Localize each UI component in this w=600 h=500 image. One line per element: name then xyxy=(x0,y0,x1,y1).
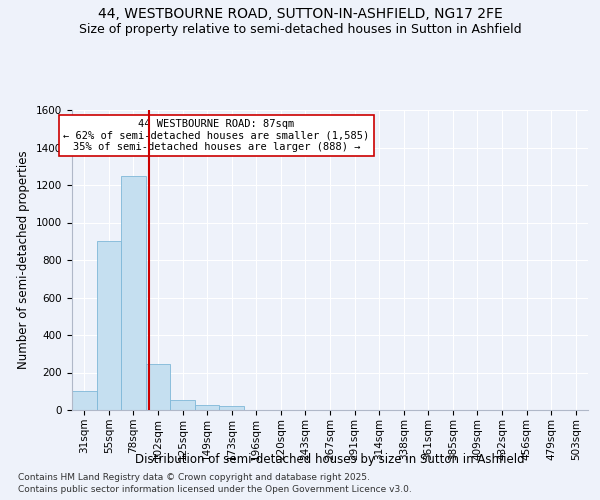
Y-axis label: Number of semi-detached properties: Number of semi-detached properties xyxy=(17,150,31,370)
Bar xyxy=(146,364,170,410)
Bar xyxy=(195,406,220,410)
Bar xyxy=(97,242,121,410)
Text: Size of property relative to semi-detached houses in Sutton in Ashfield: Size of property relative to semi-detach… xyxy=(79,22,521,36)
Text: 44, WESTBOURNE ROAD, SUTTON-IN-ASHFIELD, NG17 2FE: 44, WESTBOURNE ROAD, SUTTON-IN-ASHFIELD,… xyxy=(98,8,502,22)
Text: Contains public sector information licensed under the Open Government Licence v3: Contains public sector information licen… xyxy=(18,485,412,494)
Text: Distribution of semi-detached houses by size in Sutton in Ashfield: Distribution of semi-detached houses by … xyxy=(135,452,525,466)
Bar xyxy=(72,391,97,410)
Bar xyxy=(121,176,146,410)
Bar xyxy=(220,406,244,410)
Bar xyxy=(170,400,195,410)
Text: 44 WESTBOURNE ROAD: 87sqm
← 62% of semi-detached houses are smaller (1,585)
35% : 44 WESTBOURNE ROAD: 87sqm ← 62% of semi-… xyxy=(64,119,370,152)
Text: Contains HM Land Registry data © Crown copyright and database right 2025.: Contains HM Land Registry data © Crown c… xyxy=(18,472,370,482)
